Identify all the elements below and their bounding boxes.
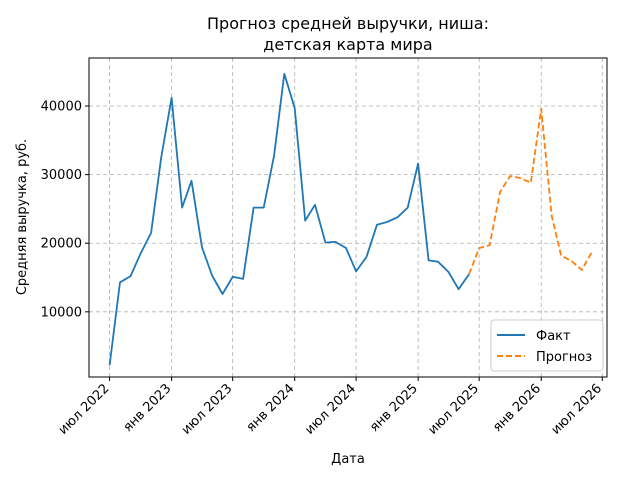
y-tick-label: 40000 xyxy=(41,100,82,115)
plot-area-frame xyxy=(88,57,608,378)
legend: Факт Прогноз xyxy=(490,319,604,372)
chart-title-line-1: Прогноз средней выручки, ниша: xyxy=(207,14,489,33)
legend-box xyxy=(490,319,604,372)
x-tick-label: янв 2025 xyxy=(367,381,421,435)
chart-title-line-2: детская карта мира xyxy=(263,35,432,54)
x-axis-label: Дата xyxy=(331,452,365,467)
grid-lines xyxy=(89,58,607,377)
x-tick-label: июл 2022 xyxy=(56,381,113,438)
series-layer xyxy=(108,72,593,366)
y-axis-label: Средняя выручка, руб. xyxy=(15,139,30,295)
y-tick-label: 20000 xyxy=(41,237,82,252)
x-tick-label: июл 2025 xyxy=(426,381,483,438)
x-tick-label: янв 2026 xyxy=(490,381,544,435)
legend-label-forecast: Прогноз xyxy=(536,350,592,365)
legend-label-fact: Факт xyxy=(536,329,571,344)
x-tick-label: июл 2024 xyxy=(302,381,359,438)
x-tick-label: июл 2023 xyxy=(179,381,236,438)
series-line-fact xyxy=(108,72,470,366)
y-tick-label: 30000 xyxy=(41,168,82,183)
x-tick-label: янв 2023 xyxy=(121,381,175,435)
y-tick-label: 10000 xyxy=(41,305,82,320)
x-tick-label: янв 2024 xyxy=(244,381,298,435)
series-line-forecast xyxy=(468,107,593,275)
x-axis: июл 2022 янв 2023 июл 2023 янв 2024 июл 2024… xyxy=(56,377,605,438)
x-tick-label: июл 2026 xyxy=(549,381,606,438)
y-axis: 10000 20000 30000 40000 xyxy=(41,100,89,320)
